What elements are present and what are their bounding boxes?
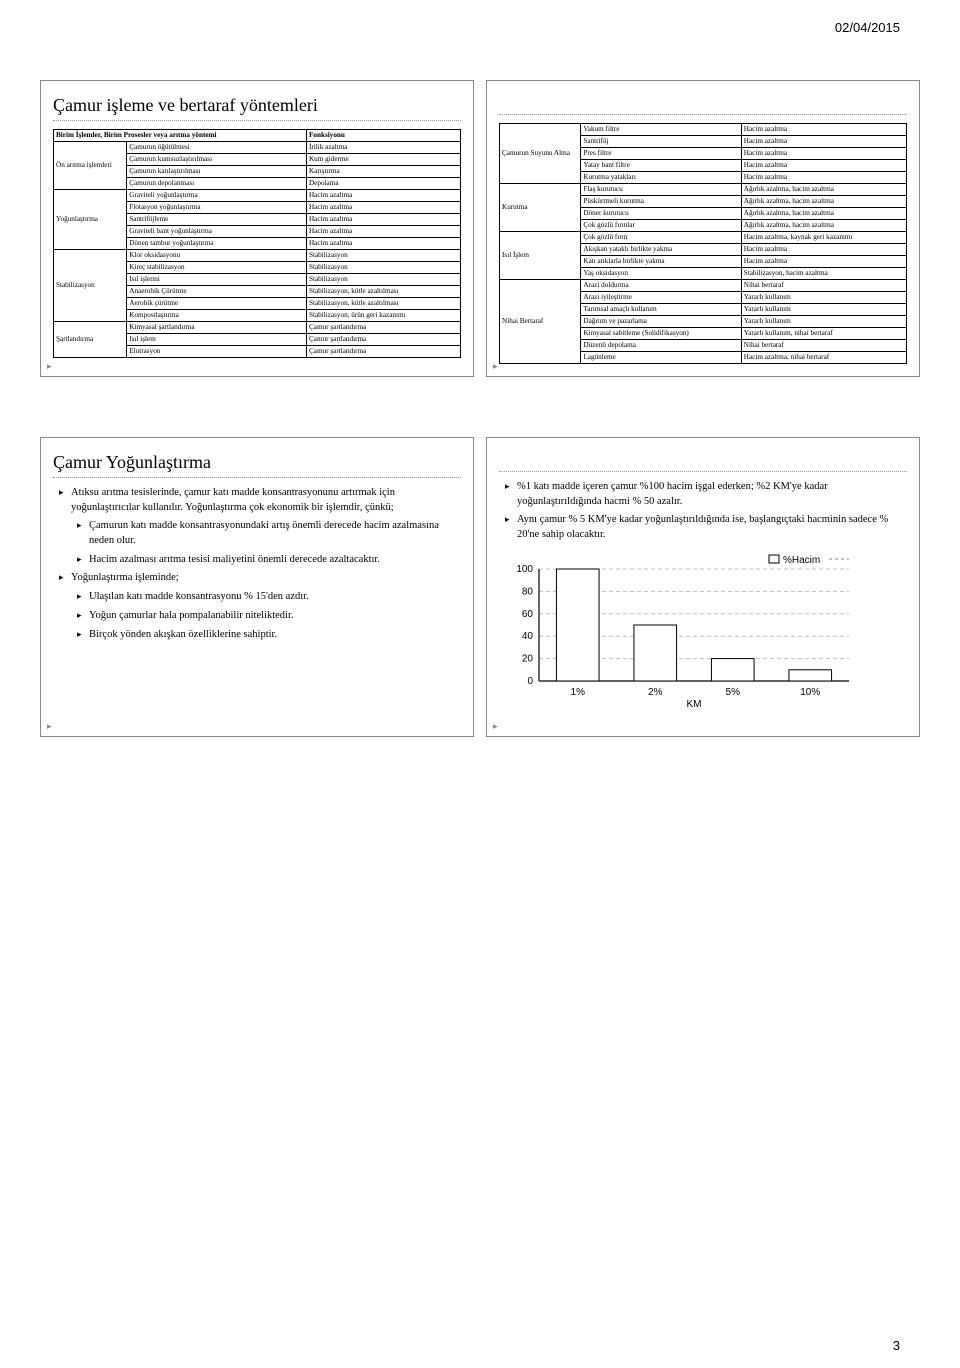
svg-text:KM: KM (687, 699, 702, 710)
slide-title: Çamur işleme ve bertaraf yöntemleri (53, 95, 461, 121)
bullet: %1 katı madde içeren çamur %100 hacim iş… (505, 480, 907, 509)
svg-text:%Hacim: %Hacim (783, 555, 820, 566)
svg-text:1%: 1% (571, 687, 586, 698)
svg-text:2%: 2% (648, 687, 663, 698)
blank-title (499, 452, 907, 472)
volume-chart: 0 20 40 60 80 100 1% 2% 5% 10% KM %Hacim (499, 551, 907, 716)
svg-text:80: 80 (522, 586, 534, 597)
header-date: 02/04/2015 (835, 20, 900, 35)
bullet-text: Atıksu arıtma tesislerinde, çamur katı m… (71, 487, 395, 513)
bullet-text: Yoğunlaştırma işleminde; (71, 572, 179, 583)
sub-bullet: Çamurun katı madde konsantrasyonundaki a… (77, 519, 461, 548)
blank-title (499, 95, 907, 115)
svg-text:100: 100 (516, 564, 533, 575)
slide-title: Çamur Yoğunlaştırma (53, 452, 461, 478)
svg-text:10%: 10% (800, 687, 820, 698)
bullet: Atıksu arıtma tesislerinde, çamur katı m… (59, 486, 461, 567)
methods-table-left: Birim İşlemler, Birim Prosesler veya arı… (53, 129, 461, 358)
svg-text:0: 0 (527, 676, 533, 687)
corner-marker: ▸ (47, 361, 52, 372)
bullet-text: %1 katı madde içeren çamur %100 hacim iş… (517, 481, 828, 507)
svg-text:40: 40 (522, 631, 534, 642)
svg-text:5%: 5% (726, 687, 741, 698)
svg-text:60: 60 (522, 609, 534, 620)
footer-page-number: 3 (893, 1338, 900, 1353)
sub-bullet: Hacim azalması arıtma tesisi maliyetini … (77, 553, 461, 568)
bullet-list: Atıksu arıtma tesislerinde, çamur katı m… (53, 486, 461, 642)
bullet-list: %1 katı madde içeren çamur %100 hacim iş… (499, 480, 907, 543)
corner-marker: ▸ (493, 721, 498, 732)
bullet: Yoğunlaştırma işleminde; Ulaşılan katı m… (59, 571, 461, 642)
bullet: Aynı çamur % 5 KM'ye kadar yoğunlaştırıl… (505, 513, 907, 542)
corner-marker: ▸ (493, 361, 498, 372)
sub-bullet: Birçok yönden akışkan özelliklerine sahi… (77, 628, 461, 643)
svg-text:20: 20 (522, 653, 534, 664)
methods-table-right: Çamurun Suyunu AlmaVakum filtreHacim aza… (499, 123, 907, 364)
sub-bullet: Yoğun çamurlar hala pompalanabilir nitel… (77, 609, 461, 624)
slide-methods-right: Çamurun Suyunu AlmaVakum filtreHacim aza… (486, 80, 920, 377)
bullet-text: Aynı çamur % 5 KM'ye kadar yoğunlaştırıl… (517, 514, 888, 540)
slide-thickening-left: Çamur Yoğunlaştırma Atıksu arıtma tesisl… (40, 437, 474, 737)
corner-marker: ▸ (47, 721, 52, 732)
slide-thickening-right: %1 katı madde içeren çamur %100 hacim iş… (486, 437, 920, 737)
sub-bullet: Ulaşılan katı madde konsantrasyonu % 15'… (77, 590, 461, 605)
slide-methods-left: Çamur işleme ve bertaraf yöntemleri Biri… (40, 80, 474, 377)
